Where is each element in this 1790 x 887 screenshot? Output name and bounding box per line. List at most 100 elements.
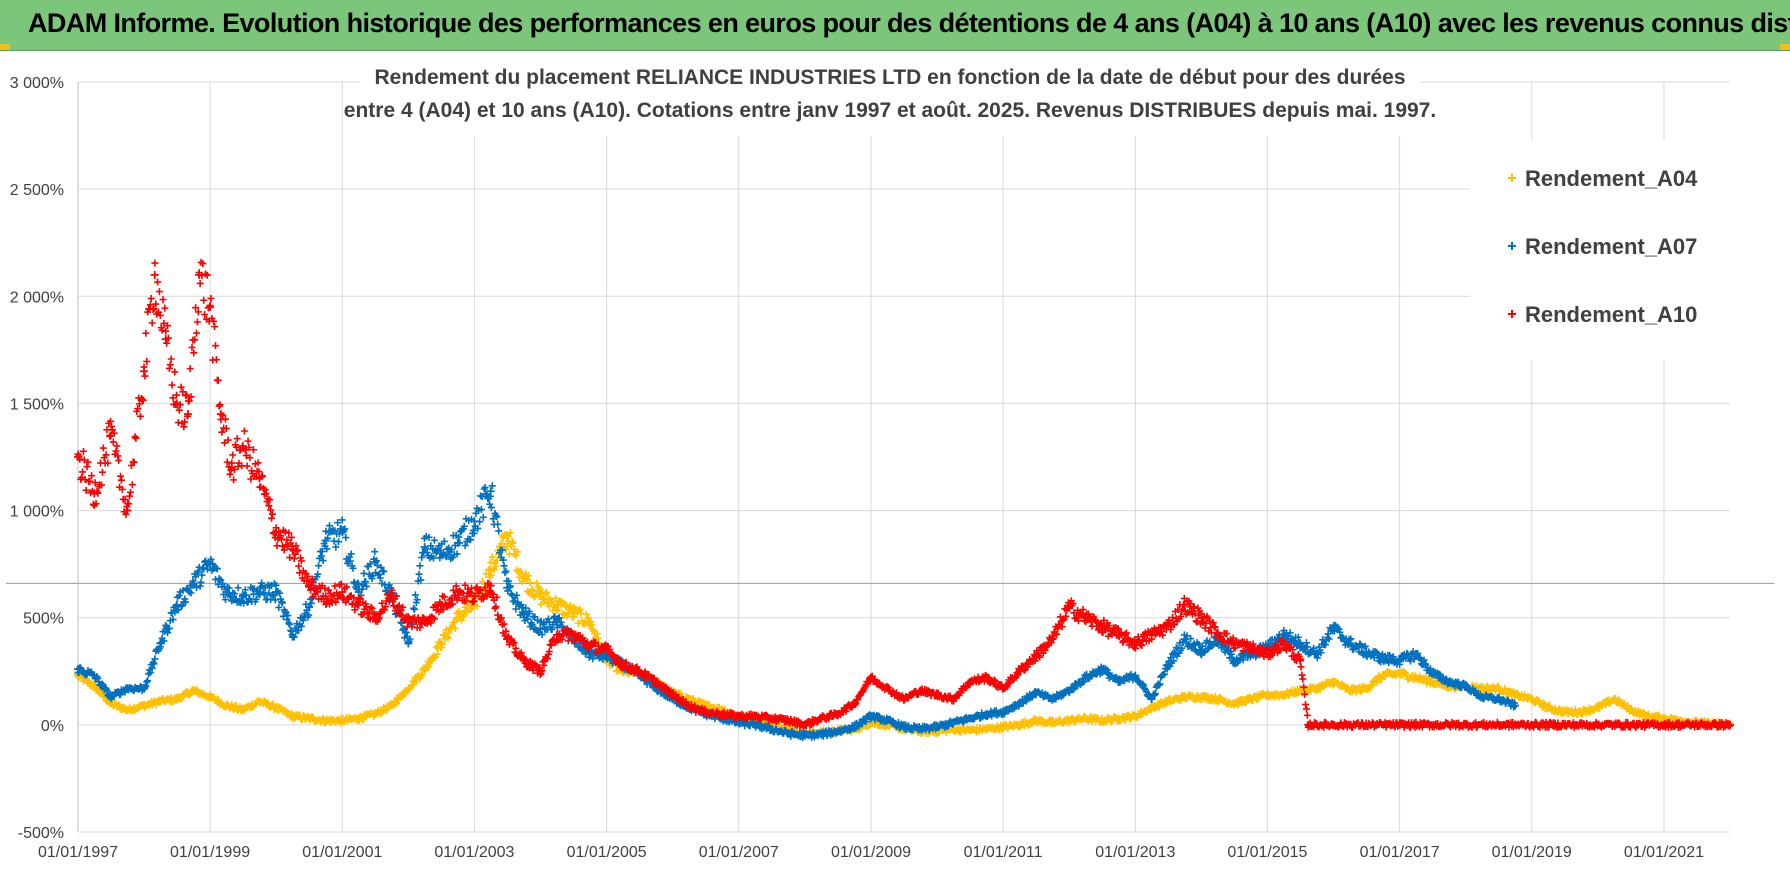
data-point [497, 539, 505, 547]
data-point [543, 588, 551, 596]
data-point [412, 678, 420, 686]
series-rendement-a07 [74, 482, 1520, 742]
y-tick-label: 2 000% [10, 289, 64, 306]
data-point [577, 609, 585, 617]
data-point [141, 372, 149, 380]
data-point [535, 593, 543, 601]
data-point [614, 667, 622, 675]
data-point [438, 644, 446, 652]
data-point [593, 630, 601, 638]
data-point [315, 562, 323, 570]
data-point [524, 572, 532, 580]
data-point [445, 629, 453, 637]
y-tick-label: 500% [23, 611, 64, 628]
data-point [268, 514, 276, 522]
data-point [1329, 681, 1337, 689]
data-point [493, 556, 501, 564]
data-point [211, 323, 219, 331]
data-point [128, 481, 136, 489]
data-point [151, 259, 159, 267]
data-point [166, 361, 174, 369]
x-tick-label: 01/01/2021 [1624, 844, 1704, 861]
data-point [553, 605, 561, 613]
data-point [495, 527, 503, 535]
data-point [264, 699, 272, 707]
data-point [476, 518, 484, 526]
data-point [150, 270, 159, 279]
data-point [506, 529, 514, 537]
data-point [165, 364, 173, 372]
data-point [514, 548, 522, 556]
data-point [360, 569, 368, 577]
data-point [148, 319, 156, 327]
data-point [167, 355, 175, 363]
data-point [115, 456, 123, 464]
banner-corner-left [0, 44, 10, 50]
data-series [74, 258, 1734, 742]
data-point [168, 381, 176, 389]
data-point [117, 472, 125, 480]
data-point [290, 555, 298, 563]
data-point [142, 329, 150, 337]
data-point [155, 288, 163, 296]
data-point [503, 530, 511, 538]
data-point [509, 539, 517, 547]
data-point [136, 412, 144, 420]
data-point [154, 278, 162, 286]
data-point [230, 476, 238, 484]
data-point [468, 604, 476, 612]
data-point [582, 610, 590, 618]
data-point [1494, 682, 1502, 690]
y-tick-label: 1 000% [10, 504, 64, 521]
data-point [319, 714, 327, 722]
data-point [269, 700, 277, 708]
data-point [126, 492, 134, 500]
data-point [399, 692, 407, 700]
data-point [433, 650, 441, 658]
data-point [197, 578, 205, 586]
data-point [98, 468, 106, 476]
data-point [533, 579, 541, 587]
data-point [487, 571, 495, 579]
y-tick-label: 1 500% [10, 396, 64, 413]
data-point [1177, 696, 1185, 704]
data-point [1381, 672, 1389, 680]
data-point [411, 605, 419, 613]
data-point [244, 437, 252, 445]
data-point [523, 576, 531, 584]
data-point [126, 488, 134, 496]
data-point [193, 318, 201, 326]
data-point [159, 296, 167, 304]
data-point [342, 534, 350, 542]
axis-labels: -500%0%500%1 000%1 500%2 000%2 500%3 000… [10, 75, 1704, 861]
data-point [492, 603, 500, 611]
data-point [528, 585, 536, 593]
data-point [1378, 676, 1386, 684]
data-point [132, 434, 140, 442]
data-point [212, 356, 220, 364]
data-point [494, 520, 502, 528]
data-point [548, 597, 556, 605]
data-point [1316, 686, 1324, 694]
data-point [553, 606, 561, 614]
data-point [570, 613, 578, 621]
data-point [501, 569, 509, 577]
x-tick-label: 01/01/2015 [1227, 844, 1307, 861]
data-point [425, 663, 433, 671]
y-tick-label: 2 500% [10, 182, 64, 199]
y-tick-label: -500% [18, 825, 64, 842]
data-point [594, 634, 602, 642]
x-tick-label: 01/01/2009 [831, 844, 911, 861]
y-tick-label: 0% [41, 718, 64, 735]
data-point [430, 654, 438, 662]
data-point [458, 616, 466, 624]
data-point [243, 462, 251, 470]
x-tick-label: 01/01/2017 [1360, 844, 1440, 861]
data-point [552, 594, 560, 602]
data-point [99, 444, 107, 452]
gridlines [77, 81, 1730, 833]
data-point [83, 463, 91, 471]
data-point [467, 606, 475, 614]
data-point [492, 562, 500, 570]
data-point [1401, 669, 1409, 677]
